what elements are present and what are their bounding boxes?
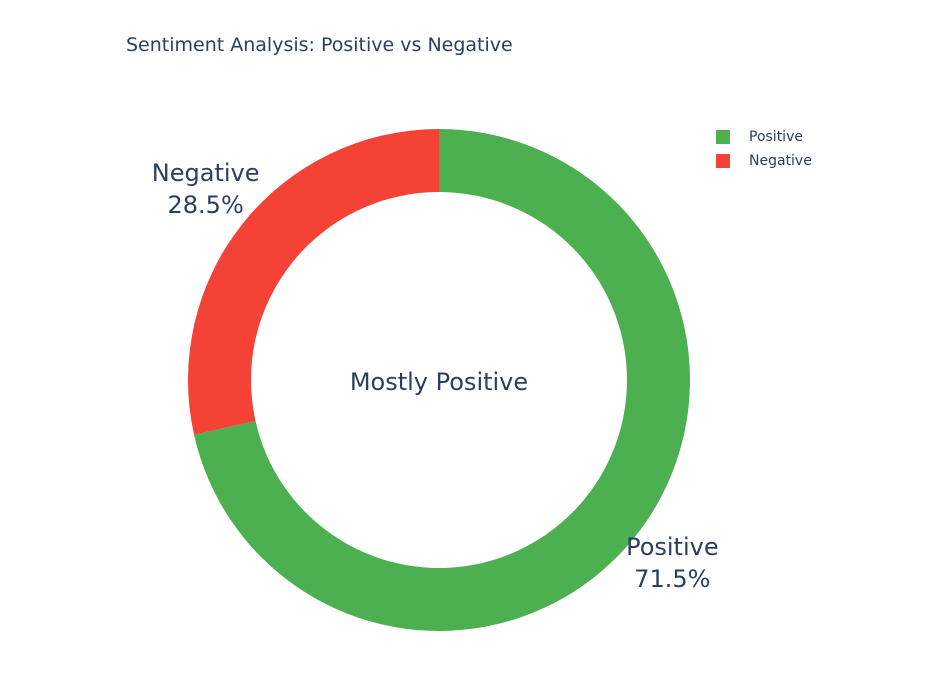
slice-label-positive: Positive 71.5% — [626, 533, 719, 593]
legend-swatch-negative — [716, 154, 730, 168]
chart-title: Sentiment Analysis: Positive vs Negative — [126, 34, 513, 56]
legend-swatch-positive — [716, 130, 730, 144]
legend-item-negative[interactable]: Negative — [716, 149, 812, 173]
legend-label-positive: Positive — [749, 129, 803, 145]
legend-item-positive[interactable]: Positive — [716, 125, 812, 149]
slice-group — [187, 129, 691, 631]
center-annotation: Mostly Positive — [350, 368, 528, 396]
slice-label-negative: Negative 28.5% — [152, 159, 260, 219]
legend: Positive Negative — [716, 125, 812, 173]
legend-label-negative: Negative — [749, 153, 812, 169]
slice-label-group: Positive 71.5% Negative 28.5% — [152, 159, 719, 593]
donut-slice-negative[interactable] — [187, 129, 439, 435]
